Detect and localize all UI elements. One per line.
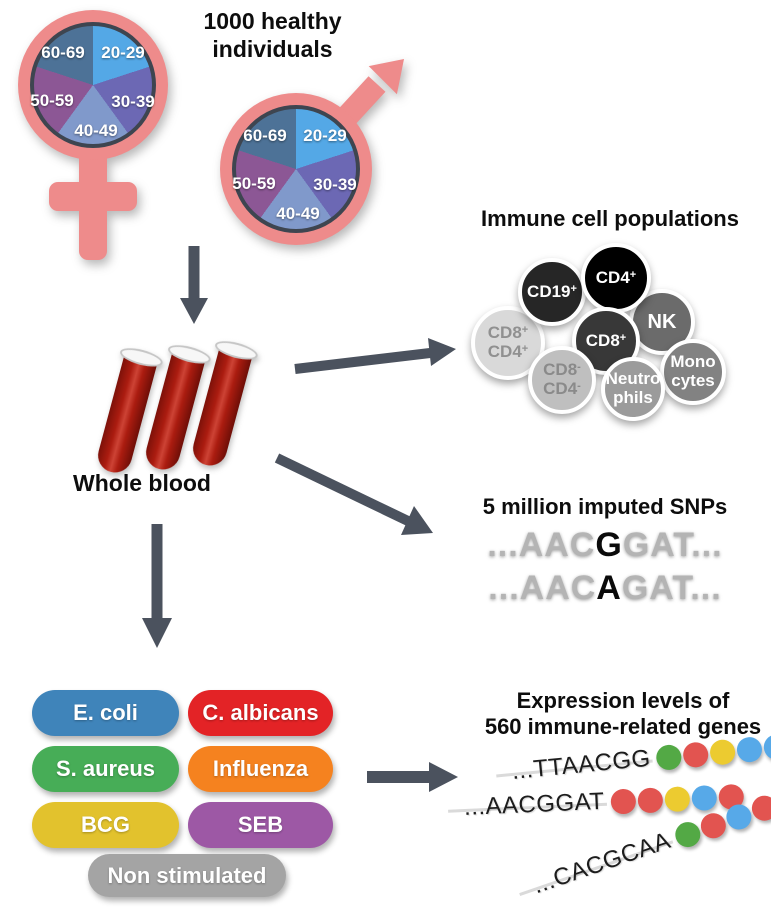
snp-sequences: ...AACGGAT... ...AACAGAT... [440,524,770,609]
whole-blood-label: Whole blood [73,470,211,496]
arrow-blood-to-snps [274,453,433,535]
snps-title: 5 million imputed SNPs [482,494,728,519]
snp-variant-allele: G [595,526,623,564]
blood-tubes [94,336,280,486]
age-group-label: 40-49 [276,204,320,223]
stimulus-non-stimulated: Non stimulated [88,854,286,897]
cell-cd8neg-cd4neg: CD8- CD4- [528,346,596,414]
expression-dot [762,732,771,761]
male-age-pie: 20-29 30-39 40-49 50-59 60-69 [232,105,360,233]
stimulus-seb: SEB [188,802,333,848]
expression-title: Expression levels of 560 immune-related … [484,688,762,740]
expression-dot [709,738,737,766]
cohort-title-line1: 1000 healthy [203,8,342,34]
expression-dot [690,784,717,811]
expression-dot [671,818,704,851]
female-symbol: 20-29 30-39 40-49 50-59 60-69 [18,10,198,260]
stimulus-bcg: BCG [32,802,179,848]
arrow-cohort-to-blood [180,246,208,324]
cohort-title: 1000 healthy individuals [165,8,380,63]
snp-sequence-row: ...AACAGAT... [488,568,722,607]
male-symbol: 20-29 30-39 40-49 50-59 60-69 [220,59,410,256]
expression-dot [722,800,755,833]
cell-monocytes: Mono cytes [660,339,726,405]
arrow-blood-to-stimuli [142,524,172,648]
stimulus-s-aureus: S. aureus [32,746,179,792]
age-group-label: 30-39 [111,92,155,111]
expression-dot [663,785,690,812]
age-group-label: 60-69 [41,43,85,62]
female-ring: 20-29 30-39 40-49 50-59 60-69 [18,10,168,160]
cell-cd4pos: CD4+ [581,243,651,313]
age-group-label: 20-29 [303,126,347,145]
female-cross-bar [49,182,137,211]
gene-sequence: ...AACGGAT [463,787,606,821]
snp-sequence-row: ...AACGGAT... [487,526,723,564]
age-group-label: 60-69 [243,126,287,145]
expression-dot [697,809,729,842]
stimulus-e-coli: E. coli [32,690,179,736]
expression-dot [636,786,663,813]
arrow-blood-to-cells [294,338,456,374]
expression-dot [655,743,683,771]
expression-dot [735,735,764,763]
age-group-label: 50-59 [232,174,276,193]
female-age-pie: 20-29 30-39 40-49 50-59 60-69 [30,22,156,148]
cohort-title-line2: individuals [212,35,333,62]
immune-cells-title: Immune cell populations [481,206,739,231]
male-ring: 20-29 30-39 40-49 50-59 60-69 [220,93,372,245]
snp-variant-allele: A [596,568,622,607]
cell-cd19pos: CD19+ [518,258,586,326]
stimulus-influenza: Influenza [188,746,333,792]
age-group-label: 40-49 [74,121,118,140]
arrow-stimuli-to-expression [367,762,458,792]
expression-dot [682,740,710,768]
stimulus-c-albicans: C. albicans [188,690,333,736]
age-group-label: 20-29 [101,43,145,62]
age-group-label: 30-39 [313,175,357,194]
age-group-label: 50-59 [30,91,74,110]
expression-dot [609,788,636,815]
cell-neutrophils: Neutro phils [601,357,665,421]
